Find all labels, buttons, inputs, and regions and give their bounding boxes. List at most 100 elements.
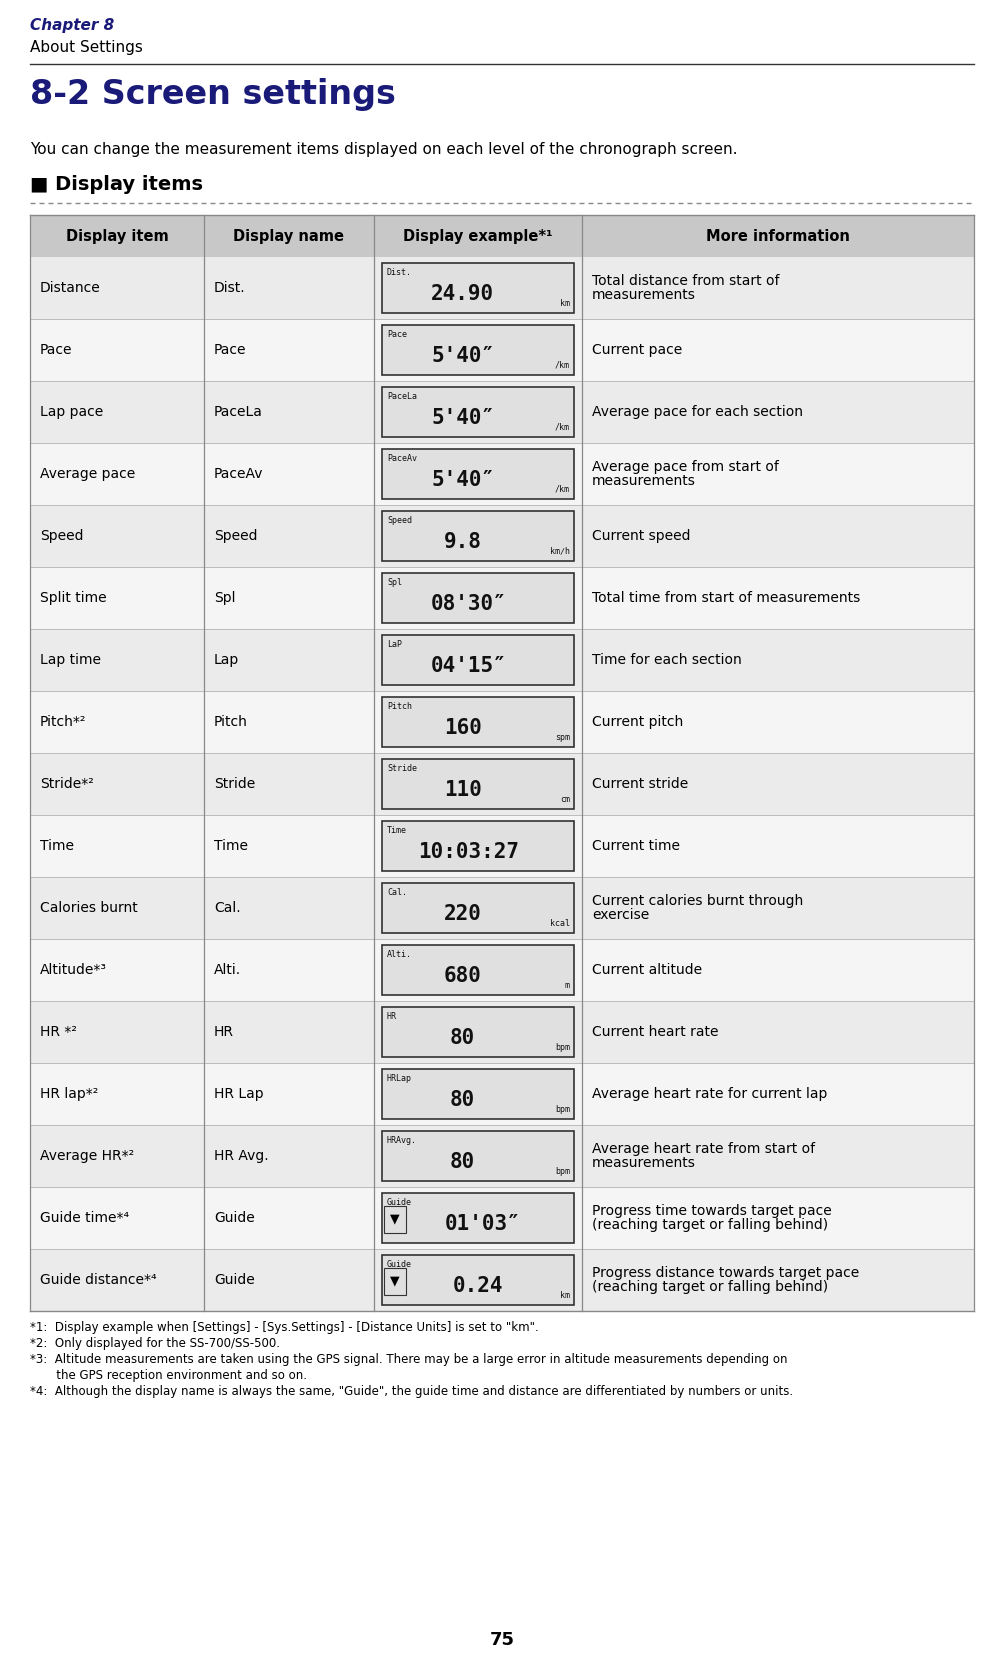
Text: Time: Time — [386, 826, 406, 836]
Text: 75: 75 — [489, 1631, 514, 1650]
Text: km: km — [560, 1291, 570, 1299]
Text: Average pace: Average pace — [40, 467, 135, 480]
Text: Current pitch: Current pitch — [592, 716, 683, 729]
Text: km: km — [560, 299, 570, 307]
Bar — [30, 215, 973, 257]
Bar — [30, 1124, 973, 1188]
Text: (reaching target or falling behind): (reaching target or falling behind) — [592, 1279, 827, 1294]
Bar — [383, 1206, 405, 1233]
Text: spm: spm — [555, 732, 570, 742]
Text: ■ Display items: ■ Display items — [30, 175, 203, 193]
Bar — [30, 629, 973, 691]
Text: 08'30″: 08'30″ — [430, 594, 506, 614]
Text: Cal.: Cal. — [386, 887, 406, 897]
Text: Average heart rate from start of: Average heart rate from start of — [592, 1143, 814, 1156]
Text: Total distance from start of: Total distance from start of — [592, 274, 778, 289]
Text: Lap pace: Lap pace — [40, 405, 103, 419]
Text: PaceLa: PaceLa — [386, 392, 416, 400]
Text: HR: HR — [386, 1012, 396, 1021]
Text: km∕h: km∕h — [550, 547, 570, 555]
Text: Speed: Speed — [40, 529, 83, 544]
Text: Average pace from start of: Average pace from start of — [592, 460, 778, 474]
Text: PaceAv: PaceAv — [214, 467, 263, 480]
Text: 80: 80 — [449, 1153, 474, 1173]
Text: Current heart rate: Current heart rate — [592, 1026, 718, 1039]
Text: Pace: Pace — [386, 330, 406, 339]
Text: Pace: Pace — [214, 344, 247, 357]
Bar — [381, 325, 574, 375]
Text: HR Avg.: HR Avg. — [214, 1149, 269, 1163]
Bar — [381, 574, 574, 624]
Text: *4:  Although the display name is always the same, "Guide", the guide time and d: *4: Although the display name is always … — [30, 1384, 792, 1398]
Text: Dist.: Dist. — [386, 269, 411, 277]
Text: 680: 680 — [443, 966, 481, 986]
Text: HR *²: HR *² — [40, 1026, 77, 1039]
Bar — [30, 505, 973, 567]
Text: bpm: bpm — [555, 1104, 570, 1114]
Text: Spl: Spl — [214, 590, 236, 605]
Bar — [30, 444, 973, 505]
Text: m: m — [565, 981, 570, 989]
Text: 8-2 Screen settings: 8-2 Screen settings — [30, 78, 395, 112]
Text: /km: /km — [555, 360, 570, 370]
Bar — [30, 1188, 973, 1249]
Text: Current pace: Current pace — [592, 344, 682, 357]
Bar — [30, 816, 973, 877]
Text: measurements: measurements — [592, 474, 695, 489]
Text: You can change the measurement items displayed on each level of the chronograph : You can change the measurement items dis… — [30, 142, 737, 157]
Bar — [381, 1193, 574, 1243]
Text: PaceLa: PaceLa — [214, 405, 263, 419]
Text: Current time: Current time — [592, 839, 679, 852]
Text: Speed: Speed — [214, 529, 257, 544]
Text: Lap time: Lap time — [40, 652, 101, 667]
Text: Guide: Guide — [386, 1198, 411, 1208]
Text: Current stride: Current stride — [592, 777, 688, 791]
Text: LaP: LaP — [386, 641, 401, 649]
Text: 110: 110 — [443, 781, 481, 801]
Text: measurements: measurements — [592, 1156, 695, 1169]
Text: the GPS reception environment and so on.: the GPS reception environment and so on. — [30, 1369, 307, 1383]
Text: Time: Time — [40, 839, 74, 852]
Text: Guide distance*⁴: Guide distance*⁴ — [40, 1273, 156, 1288]
Text: Pitch: Pitch — [214, 716, 248, 729]
Bar — [30, 877, 973, 939]
Text: 80: 80 — [449, 1027, 474, 1048]
Text: Cal.: Cal. — [214, 901, 241, 916]
Bar — [30, 1001, 973, 1063]
Text: 0.24: 0.24 — [452, 1276, 503, 1296]
Text: bpm: bpm — [555, 1166, 570, 1176]
Bar — [30, 1063, 973, 1124]
Text: 24.90: 24.90 — [430, 284, 493, 304]
Text: /km: /km — [555, 484, 570, 494]
Text: Current speed: Current speed — [592, 529, 690, 544]
Bar — [381, 759, 574, 809]
Bar — [383, 1268, 405, 1294]
Bar — [30, 691, 973, 752]
Text: Time for each section: Time for each section — [592, 652, 741, 667]
Bar — [30, 319, 973, 380]
Text: Calories burnt: Calories burnt — [40, 901, 137, 916]
Text: Average HR*²: Average HR*² — [40, 1149, 134, 1163]
Text: Stride: Stride — [386, 764, 416, 772]
Text: 5'40″: 5'40″ — [430, 409, 493, 429]
Bar — [381, 882, 574, 932]
Text: Total time from start of measurements: Total time from start of measurements — [592, 590, 860, 605]
Text: kcal: kcal — [550, 919, 570, 927]
Text: Progress distance towards target pace: Progress distance towards target pace — [592, 1266, 859, 1279]
Text: cm: cm — [560, 794, 570, 804]
Bar — [381, 264, 574, 314]
Text: Speed: Speed — [386, 515, 411, 525]
Text: *2:  Only displayed for the SS-700/SS-500.: *2: Only displayed for the SS-700/SS-500… — [30, 1338, 280, 1349]
Bar — [30, 752, 973, 816]
Text: 10:03:27: 10:03:27 — [417, 842, 519, 862]
Bar — [381, 1131, 574, 1181]
Text: Average heart rate for current lap: Average heart rate for current lap — [592, 1088, 826, 1101]
Text: 160: 160 — [443, 717, 481, 737]
Text: 5'40″: 5'40″ — [430, 345, 493, 365]
Text: More information: More information — [705, 229, 850, 244]
Text: HR Lap: HR Lap — [214, 1088, 264, 1101]
Text: Current altitude: Current altitude — [592, 962, 701, 977]
Text: measurements: measurements — [592, 289, 695, 302]
Bar — [381, 1069, 574, 1119]
Text: Guide time*⁴: Guide time*⁴ — [40, 1211, 129, 1224]
